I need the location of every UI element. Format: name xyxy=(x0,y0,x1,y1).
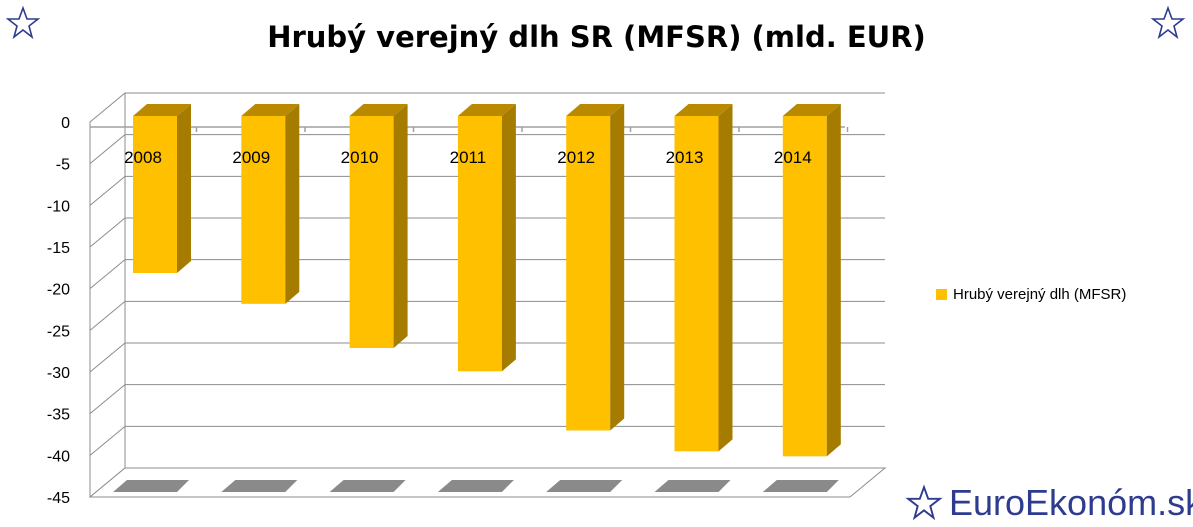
legend-label: Hrubý verejný dlh (MFSR) xyxy=(953,286,1127,303)
bar xyxy=(674,116,719,452)
star-outline-icon xyxy=(1150,5,1186,40)
x-tick-label: 2010 xyxy=(341,148,379,167)
bar-shadow xyxy=(329,480,406,492)
brand-text: EuroEkonóm.sk xyxy=(949,482,1193,523)
bar-side xyxy=(718,104,733,452)
y-tick-label: -30 xyxy=(47,365,70,382)
x-tick-label: 2013 xyxy=(666,148,704,167)
y-tick-label: -40 xyxy=(47,448,70,465)
y-tick-label: -45 xyxy=(47,490,70,507)
bar-shadow xyxy=(437,480,514,492)
bar-side xyxy=(393,104,408,348)
y-tick-label: -25 xyxy=(47,323,70,340)
bar-top xyxy=(241,104,300,116)
bar xyxy=(566,116,611,431)
brand-logo: EuroEkonóm.sk xyxy=(905,482,1193,524)
x-tick-label: 2008 xyxy=(124,148,162,167)
bar-top xyxy=(349,104,408,116)
legend-swatch xyxy=(936,289,947,300)
y-tick-label: 0 xyxy=(61,115,70,132)
x-tick-label: 2009 xyxy=(232,148,270,167)
bar-shadow xyxy=(546,480,623,492)
y-tick-label: -5 xyxy=(56,157,70,174)
y-tick-label: -10 xyxy=(47,198,70,215)
bar-top xyxy=(457,104,516,116)
bar xyxy=(782,116,827,457)
bar-shadow xyxy=(762,480,839,492)
bar xyxy=(457,116,502,372)
bar-side xyxy=(826,104,841,457)
x-tick-label: 2012 xyxy=(557,148,595,167)
bar-top xyxy=(674,104,733,116)
bar-top xyxy=(133,104,191,116)
bar xyxy=(133,116,177,273)
bar-side xyxy=(285,104,300,304)
star-outline-icon xyxy=(5,5,41,40)
star-outline-icon xyxy=(905,484,943,521)
bar-side xyxy=(501,104,516,372)
bar-shadow xyxy=(113,480,189,492)
gridline xyxy=(89,384,885,415)
chart-title: Hrubý verejný dlh SR (MFSR) (mld. EUR) xyxy=(267,20,926,54)
bar xyxy=(241,116,286,304)
bar-shadow xyxy=(221,480,298,492)
y-tick-label: -20 xyxy=(47,282,70,299)
y-tick-label: -15 xyxy=(47,240,70,257)
bar-top xyxy=(782,104,841,116)
bar-top xyxy=(566,104,625,116)
bar xyxy=(349,116,394,348)
gridline xyxy=(89,425,885,456)
legend: Hrubý verejný dlh (MFSR) xyxy=(936,286,1126,303)
x-tick-label: 2014 xyxy=(774,148,812,167)
bar-side xyxy=(610,104,625,431)
y-tick-label: -35 xyxy=(47,407,70,424)
x-tick-label: 2011 xyxy=(450,148,487,167)
bar-shadow xyxy=(654,480,731,492)
bar-side xyxy=(177,104,191,273)
